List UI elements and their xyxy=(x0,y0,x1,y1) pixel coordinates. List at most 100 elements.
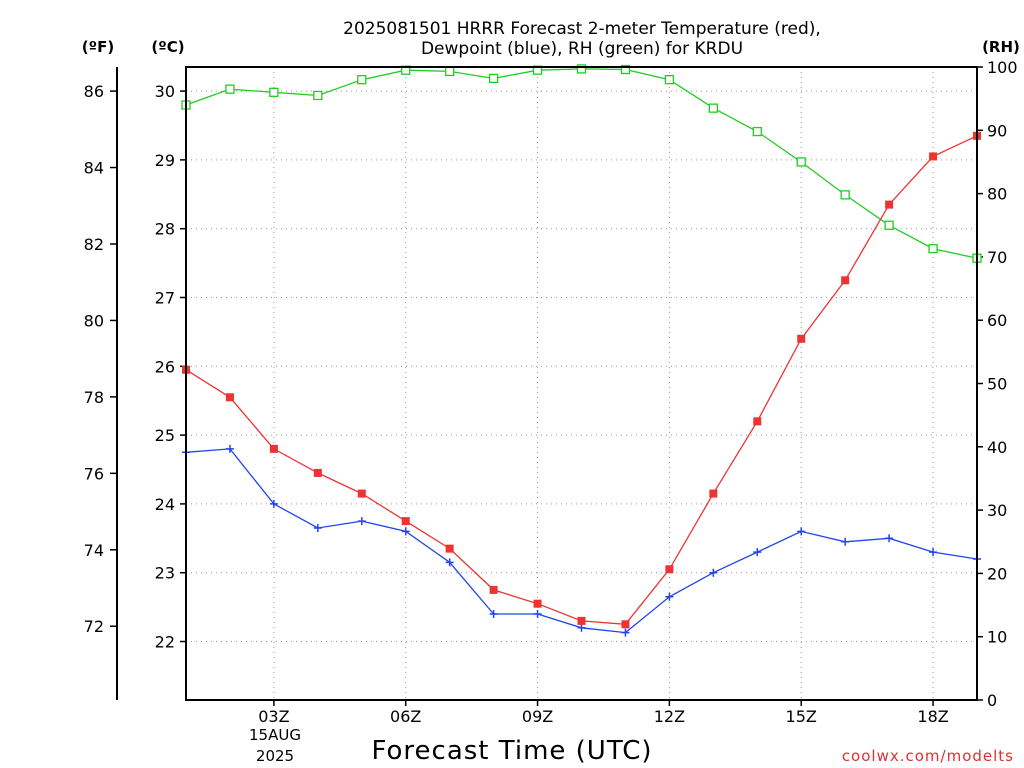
temperature-point xyxy=(401,517,410,526)
celsius-unit-label: (ºC) xyxy=(151,38,184,56)
dewpoint-point xyxy=(445,558,454,567)
rh-tick-label: 20 xyxy=(987,564,1007,583)
temperature-point xyxy=(577,616,586,625)
temperature-point xyxy=(665,565,674,574)
temperature-point xyxy=(797,334,806,343)
temperature-point xyxy=(885,200,894,209)
rh-point xyxy=(225,84,235,94)
plot-frame xyxy=(185,66,978,701)
fahrenheit-tick-label: 78 xyxy=(84,388,104,407)
rh-tick-label: 70 xyxy=(987,248,1007,267)
rh-line xyxy=(185,68,978,259)
x-tick-label: 18Z xyxy=(917,707,948,726)
temperature-point xyxy=(313,468,322,477)
rh-point xyxy=(620,64,631,75)
dewpoint-point xyxy=(753,548,762,557)
dewpoint-point xyxy=(313,523,322,532)
temperature-point xyxy=(445,544,454,553)
dewpoint-series xyxy=(182,444,981,637)
celsius-tick-label: 27 xyxy=(155,288,175,307)
temperature-line xyxy=(185,135,978,625)
rh-tick-label: 60 xyxy=(987,311,1007,330)
rh-point xyxy=(445,66,455,77)
dewpoint-point xyxy=(929,548,938,557)
temperature-point xyxy=(929,152,938,161)
rh-tick-label: 40 xyxy=(987,438,1007,457)
temperature-point xyxy=(225,393,234,402)
rh-axis: 0 10 20 30 40 50 60 70 80 90 100 xyxy=(977,58,1018,710)
x-axis-title: Forecast Time (UTC) xyxy=(371,736,652,766)
rh-series xyxy=(181,64,982,263)
celsius-tick-label: 28 xyxy=(155,220,175,239)
fahrenheit-tick-label: 82 xyxy=(84,235,104,254)
rh-point xyxy=(884,220,894,230)
rh-point xyxy=(313,90,323,101)
dewpoint-point xyxy=(357,517,366,526)
celsius-tick-label: 25 xyxy=(155,426,175,445)
fahrenheit-tick-label: 84 xyxy=(84,159,104,178)
temperature-point xyxy=(621,620,630,629)
temperature-point xyxy=(709,489,718,498)
credit-text: coolwx.com/modelts xyxy=(842,747,1014,765)
temperature-point xyxy=(533,599,542,608)
temperature-point xyxy=(753,417,762,426)
x-tick-label: 12Z xyxy=(654,707,685,726)
dewpoint-point xyxy=(885,534,894,543)
fahrenheit-tick-label: 74 xyxy=(84,541,104,560)
celsius-tick-label: 22 xyxy=(155,633,175,652)
temperature-point xyxy=(357,489,366,498)
temperature-point xyxy=(841,276,850,285)
chart-title-line2: Dewpoint (blue), RH (green) for KRDU xyxy=(421,39,743,59)
x-tick-label: 09Z xyxy=(522,707,553,726)
celsius-axis: 22 23 24 25 26 27 28 29 30 xyxy=(155,82,186,652)
rh-tick-label: 100 xyxy=(987,58,1018,77)
rh-tick-label: 10 xyxy=(987,628,1007,647)
date-label-day: 15AUG xyxy=(249,726,301,744)
dewpoint-point xyxy=(533,609,542,618)
celsius-tick-label: 30 xyxy=(155,82,175,101)
date-label-year: 2025 xyxy=(256,747,294,765)
dewpoint-point xyxy=(841,537,850,546)
celsius-tick-label: 26 xyxy=(155,357,175,376)
rh-point xyxy=(928,244,938,254)
chart-title-line1: 2025081501 HRRR Forecast 2-meter Tempera… xyxy=(343,19,821,39)
temperature-point xyxy=(269,444,278,453)
rh-unit-label: (RH) xyxy=(982,38,1020,56)
rh-point xyxy=(752,126,762,137)
celsius-tick-label: 24 xyxy=(155,495,175,514)
dewpoint-point xyxy=(269,499,278,508)
rh-tick-label: 30 xyxy=(987,501,1007,520)
dewpoint-point xyxy=(665,592,674,601)
fahrenheit-tick-label: 72 xyxy=(84,617,104,636)
x-tick-label: 03Z xyxy=(258,707,289,726)
series-layer xyxy=(181,64,982,637)
temperature-point xyxy=(489,585,498,594)
dewpoint-point xyxy=(709,568,718,577)
fahrenheit-tick-label: 76 xyxy=(84,464,104,483)
celsius-tick-label: 23 xyxy=(155,564,175,583)
x-tick-label: 15Z xyxy=(786,707,817,726)
fahrenheit-axis: 72 74 76 78 80 82 84 86 xyxy=(84,67,118,700)
rh-point xyxy=(708,103,718,113)
rh-tick-label: 0 xyxy=(987,691,997,710)
grid-lines xyxy=(186,67,977,700)
x-tick-label: 06Z xyxy=(390,707,421,726)
fahrenheit-unit-label: (ºF) xyxy=(82,38,114,56)
rh-tick-label: 90 xyxy=(987,121,1007,140)
dewpoint-point xyxy=(489,609,498,618)
dewpoint-point xyxy=(401,527,410,536)
dewpoint-point xyxy=(577,623,586,632)
celsius-tick-label: 29 xyxy=(155,151,175,170)
dewpoint-point xyxy=(797,527,806,536)
rh-point xyxy=(357,75,367,85)
dewpoint-point xyxy=(225,444,234,453)
rh-point xyxy=(269,87,279,97)
fahrenheit-tick-label: 86 xyxy=(84,82,104,101)
dewpoint-line xyxy=(185,448,978,634)
rh-point xyxy=(796,157,806,167)
x-axis: 03Z 06Z 09Z 12Z 15Z 18Z xyxy=(258,700,949,726)
rh-point xyxy=(576,64,587,74)
rh-point xyxy=(664,75,675,85)
rh-point xyxy=(488,73,499,84)
